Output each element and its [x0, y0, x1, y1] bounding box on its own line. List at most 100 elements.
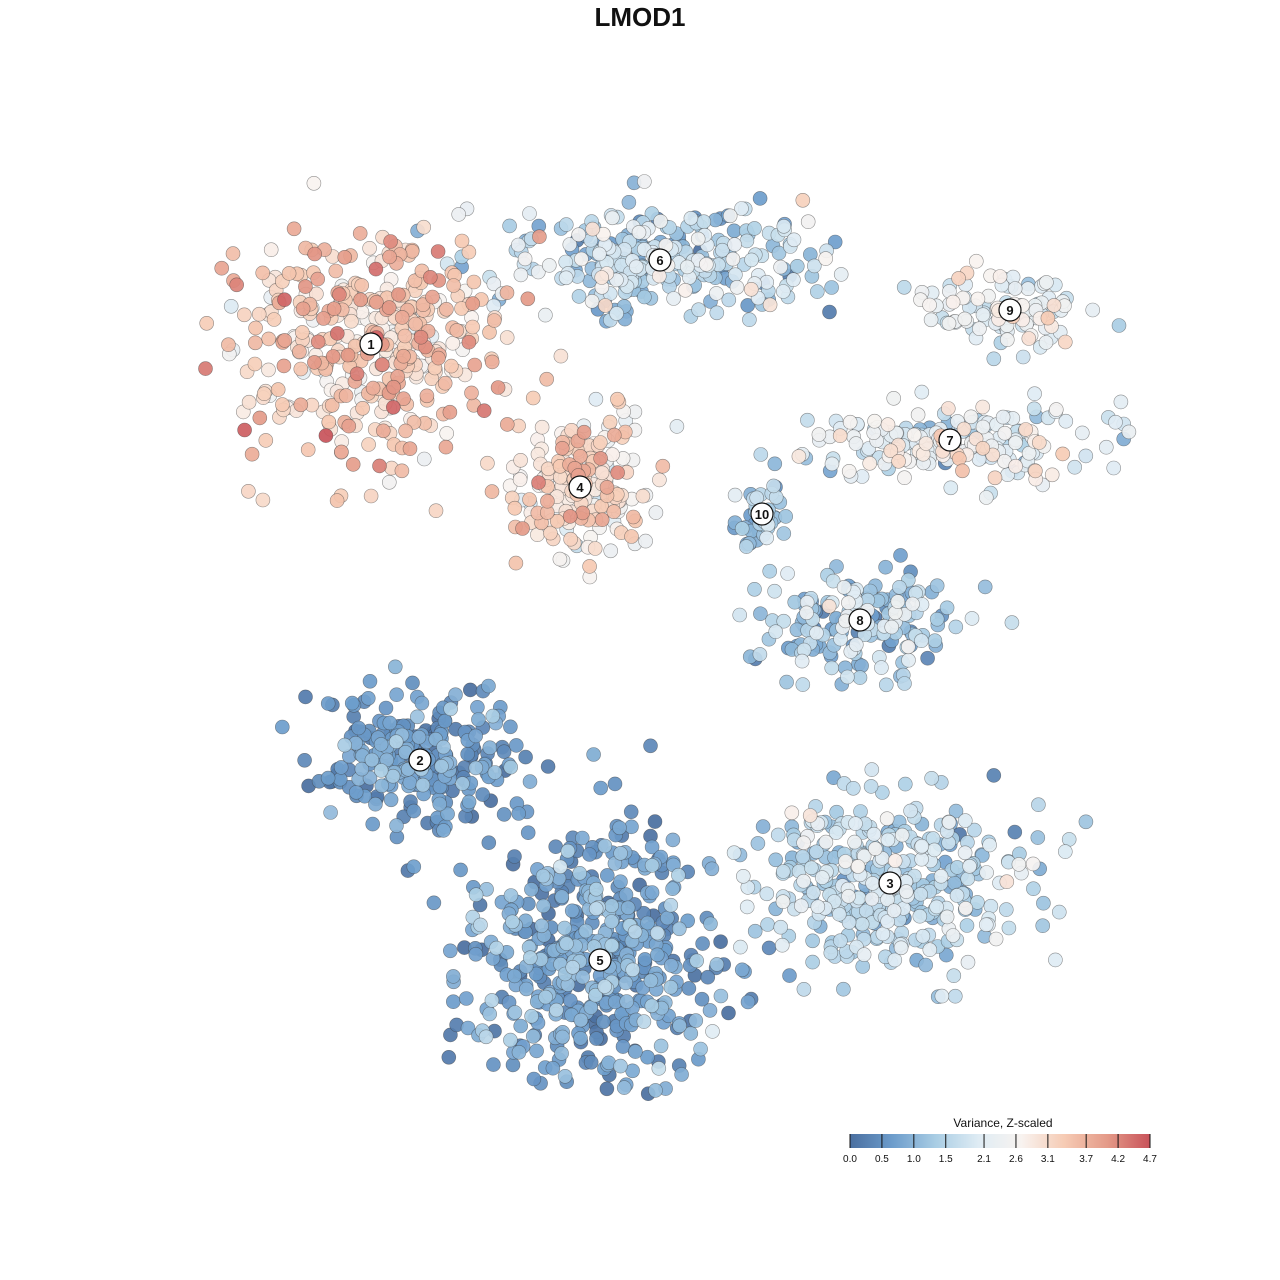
cell-point	[663, 897, 679, 913]
cell-point	[522, 206, 537, 221]
cell-point	[613, 1058, 628, 1074]
cell-point	[922, 942, 938, 958]
cell-point	[325, 349, 341, 364]
cell-point	[809, 625, 824, 641]
cell-point	[524, 882, 539, 897]
cell-point	[237, 307, 252, 323]
legend-tick-label: 3.1	[1040, 1154, 1055, 1165]
cell-point	[592, 435, 608, 450]
cell-point	[805, 885, 821, 900]
cluster-label-10: 10	[750, 502, 774, 526]
cell-point	[856, 947, 872, 962]
cell-point	[651, 1061, 667, 1076]
cell-point	[1015, 349, 1031, 365]
cell-point	[467, 357, 483, 373]
cell-point	[442, 943, 458, 959]
cell-point	[986, 351, 1002, 367]
cell-point	[414, 695, 430, 711]
cell-point	[627, 924, 643, 940]
cell-point	[372, 458, 387, 474]
cell-point	[381, 300, 397, 315]
cell-point	[549, 1002, 564, 1018]
cell-point	[512, 472, 528, 487]
cell-point	[316, 311, 331, 326]
cell-point	[593, 780, 609, 796]
cell-point	[644, 858, 660, 873]
cell-point	[759, 886, 775, 902]
cell-point	[897, 776, 913, 792]
cell-point	[992, 269, 1008, 284]
cell-point	[884, 619, 900, 635]
cell-point	[975, 307, 991, 323]
cell-point	[945, 294, 961, 310]
cell-point	[503, 888, 519, 903]
cell-point	[575, 505, 591, 521]
cell-point	[503, 759, 519, 775]
cell-point	[588, 391, 604, 407]
cell-point	[705, 1024, 720, 1039]
cell-point	[1044, 467, 1060, 483]
cell-point	[263, 242, 279, 257]
cell-point	[428, 503, 444, 519]
cell-point	[574, 251, 589, 267]
cluster-label-9: 9	[998, 298, 1022, 322]
cell-point	[947, 988, 963, 1004]
cell-point	[824, 280, 839, 295]
cell-point	[360, 690, 376, 706]
cell-point	[903, 803, 918, 819]
cell-point	[729, 279, 745, 295]
cell-point	[880, 832, 896, 848]
cell-point	[256, 386, 272, 402]
cell-point	[960, 871, 976, 887]
cell-point	[613, 845, 628, 861]
cell-point	[864, 891, 880, 907]
cell-point	[883, 443, 899, 459]
cell-point	[528, 966, 544, 982]
cell-point	[791, 449, 807, 464]
cell-point	[833, 267, 849, 282]
cell-point	[416, 451, 432, 467]
cell-point	[863, 779, 879, 794]
cell-point	[486, 313, 502, 328]
cell-point	[836, 981, 851, 997]
cell-point	[480, 455, 495, 471]
cell-point	[326, 301, 342, 317]
cell-point	[739, 899, 755, 915]
cell-point	[557, 920, 572, 936]
cell-point	[355, 400, 370, 416]
cell-point	[306, 176, 322, 191]
cell-point	[1026, 881, 1041, 897]
cell-point	[293, 397, 309, 413]
cell-point	[591, 246, 607, 262]
cell-point	[277, 333, 293, 348]
cell-point	[744, 252, 759, 268]
cell-point	[714, 242, 730, 258]
cluster-label-5: 5	[588, 948, 612, 972]
cell-point	[1007, 824, 1023, 840]
cell-point	[624, 529, 639, 544]
cell-point	[486, 1057, 501, 1072]
cell-point	[408, 316, 423, 332]
cell-point	[864, 762, 880, 777]
cell-point	[901, 652, 916, 668]
legend-title: Variance, Z-scaled	[953, 1116, 1053, 1130]
cell-point	[522, 950, 538, 966]
cell-point	[554, 889, 570, 905]
cell-point	[522, 492, 537, 507]
cell-point	[914, 384, 930, 400]
cell-point	[244, 446, 260, 462]
cell-point	[286, 221, 302, 237]
cell-point	[927, 633, 943, 649]
cell-point	[573, 1012, 589, 1028]
cell-point	[411, 729, 427, 745]
legend-tick-label: 2.1	[977, 1154, 991, 1165]
cell-point	[499, 330, 515, 345]
cell-point	[867, 841, 883, 857]
cell-point	[441, 1050, 457, 1065]
cell-point	[619, 994, 635, 1009]
cell-point	[972, 321, 987, 337]
cell-point	[585, 221, 600, 237]
cell-point	[481, 678, 496, 694]
cell-point	[338, 388, 354, 403]
cell-point	[845, 780, 861, 796]
